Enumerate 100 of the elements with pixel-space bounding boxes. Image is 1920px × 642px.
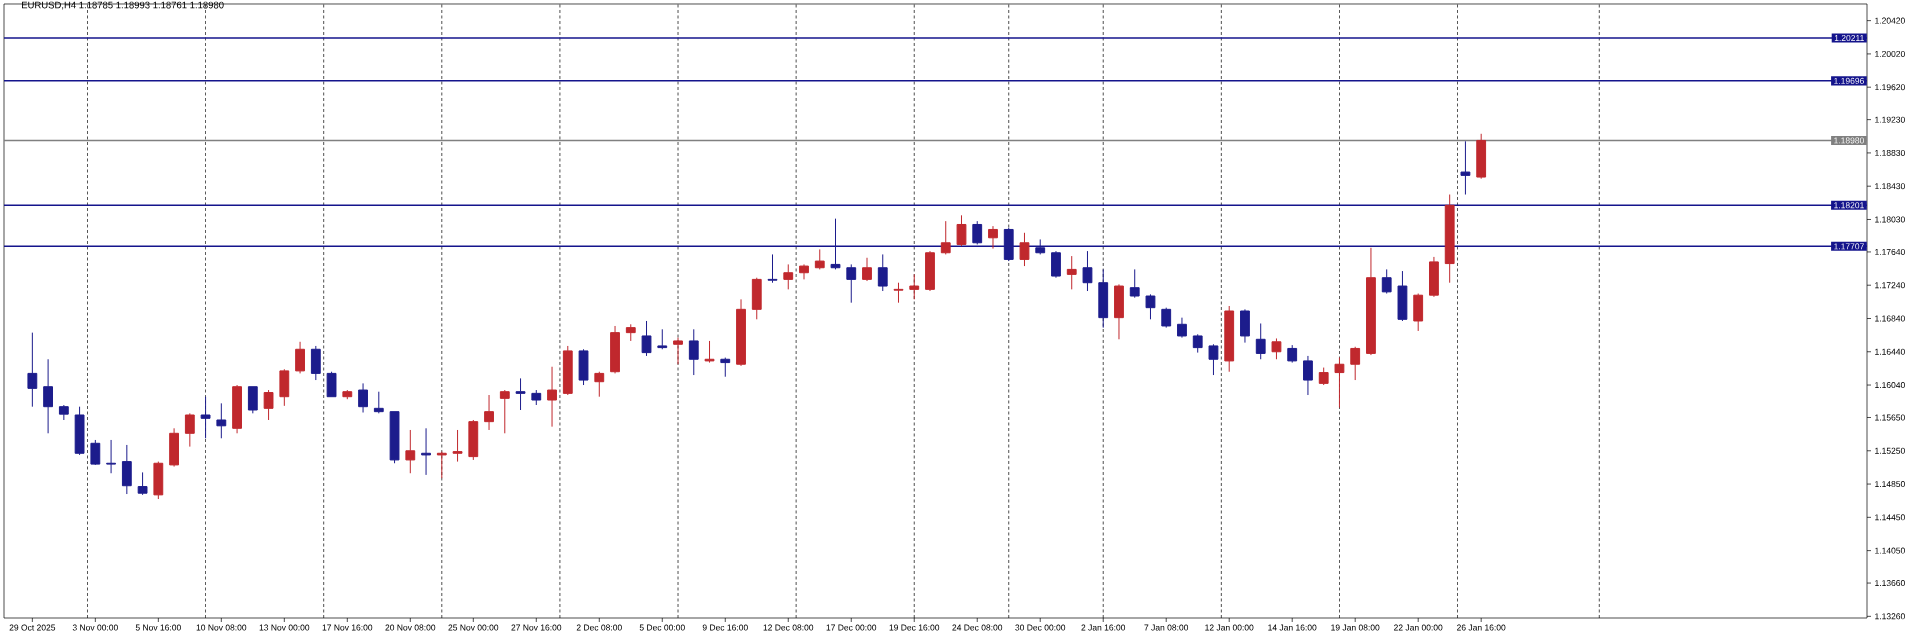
candlestick bbox=[499, 389, 510, 434]
ref-line-label: 1.20211 bbox=[1834, 35, 1864, 42]
candlestick bbox=[1397, 270, 1408, 322]
x-tick-label: 20 Nov 08:00 bbox=[385, 624, 436, 631]
y-tick-label: 1.15250 bbox=[1875, 447, 1905, 454]
candlestick bbox=[1303, 355, 1313, 396]
x-tick-label: 2 Dec 08:00 bbox=[576, 624, 622, 631]
candlestick bbox=[515, 377, 526, 411]
y-tick-label: 1.13660 bbox=[1875, 580, 1905, 587]
candlestick bbox=[405, 429, 416, 474]
candlestick bbox=[1318, 367, 1329, 386]
candlestick bbox=[484, 394, 494, 431]
y-tick-label: 1.17240 bbox=[1875, 282, 1905, 289]
candlestick bbox=[862, 257, 872, 282]
candlestick bbox=[531, 389, 542, 406]
y-tick-label: 1.18830 bbox=[1875, 149, 1905, 156]
candlestick bbox=[1381, 268, 1392, 295]
candlestick bbox=[925, 250, 935, 292]
candlestick bbox=[263, 389, 274, 421]
y-tick-label: 1.19230 bbox=[1875, 116, 1905, 123]
candlestick bbox=[1287, 344, 1298, 364]
x-tick-label: 10 Nov 08:00 bbox=[196, 624, 247, 631]
x-tick-label: 12 Jan 00:00 bbox=[1205, 624, 1254, 631]
candlestick bbox=[625, 323, 636, 342]
candlestick bbox=[1240, 308, 1250, 344]
x-tick-label: 17 Nov 16:00 bbox=[322, 624, 373, 631]
candlestick bbox=[988, 225, 998, 250]
candlestick bbox=[27, 332, 38, 408]
candlestick bbox=[1429, 256, 1439, 298]
candlestick bbox=[547, 366, 557, 428]
x-tick-label: 2 Jan 16:00 bbox=[1081, 624, 1126, 631]
y-tick-label: 1.13260 bbox=[1875, 613, 1905, 620]
candlestick bbox=[1444, 194, 1455, 284]
x-tick-label: 30 Dec 00:00 bbox=[1015, 624, 1066, 631]
candlestick bbox=[121, 444, 132, 495]
candlestick bbox=[295, 341, 305, 374]
x-tick-label: 24 Dec 08:00 bbox=[952, 624, 1003, 631]
x-tick-label: 19 Jan 08:00 bbox=[1331, 624, 1380, 631]
x-tick-label: 13 Nov 00:00 bbox=[259, 624, 310, 631]
y-tick-label: 1.14050 bbox=[1875, 547, 1905, 554]
candlestick bbox=[846, 263, 857, 304]
y-tick-label: 1.18030 bbox=[1875, 216, 1905, 223]
candlestick bbox=[767, 253, 778, 284]
y-tick-label: 1.15650 bbox=[1875, 414, 1905, 421]
x-tick-label: 12 Dec 08:00 bbox=[763, 624, 814, 631]
candlestick bbox=[43, 358, 53, 434]
candlestick bbox=[1129, 268, 1140, 299]
candlestick bbox=[688, 328, 699, 376]
x-tick-label: 19 Dec 16:00 bbox=[889, 624, 940, 631]
candlestick bbox=[641, 320, 652, 357]
candlestick bbox=[1224, 305, 1235, 373]
candlestick bbox=[877, 253, 888, 292]
candlestick bbox=[1082, 250, 1093, 292]
y-tick-label: 1.14850 bbox=[1875, 481, 1905, 488]
candlestick bbox=[200, 396, 211, 439]
x-tick-label: 27 Nov 16:00 bbox=[511, 624, 562, 631]
y-tick-label: 1.18430 bbox=[1875, 183, 1905, 190]
x-tick-label: 14 Jan 16:00 bbox=[1268, 624, 1317, 631]
ref-line-label: 1.17707 bbox=[1834, 243, 1864, 250]
candlestick bbox=[736, 298, 746, 367]
candlestick bbox=[1066, 255, 1077, 290]
candlestick bbox=[169, 427, 179, 468]
x-tick-label: 22 Jan 00:00 bbox=[1394, 624, 1443, 631]
candlestick bbox=[1271, 337, 1282, 360]
chart-title: EURUSD,H4 1.18785 1.18993 1.18761 1.18980 bbox=[22, 1, 224, 10]
candlestick bbox=[468, 419, 479, 461]
candlestick bbox=[1019, 232, 1030, 267]
candlestick bbox=[1114, 283, 1124, 340]
x-tick-label: 5 Nov 16:00 bbox=[135, 624, 181, 631]
candlestick bbox=[106, 439, 116, 474]
x-tick-label: 26 Jan 16:00 bbox=[1457, 624, 1506, 631]
candlestick bbox=[1145, 293, 1156, 320]
candlestick bbox=[137, 471, 148, 496]
y-tick-label: 1.20420 bbox=[1875, 17, 1905, 24]
candlestick bbox=[58, 404, 69, 421]
candlestick bbox=[704, 340, 715, 364]
candlestick bbox=[342, 389, 353, 400]
ref-line-label: 1.18980 bbox=[1834, 137, 1864, 144]
candlestick bbox=[279, 368, 290, 407]
ref-line-label: 1.19696 bbox=[1834, 77, 1864, 84]
candlestick bbox=[216, 402, 227, 439]
candlestick bbox=[1192, 333, 1203, 354]
candlestick bbox=[310, 345, 321, 381]
candlestick bbox=[1208, 343, 1219, 376]
y-tick-label: 1.20020 bbox=[1875, 50, 1905, 57]
candlestick bbox=[956, 214, 967, 247]
candlestick bbox=[1366, 247, 1376, 356]
y-tick-label: 1.19620 bbox=[1875, 84, 1905, 91]
candlestick bbox=[358, 382, 368, 413]
candlestick bbox=[783, 263, 794, 290]
candlestick bbox=[1177, 317, 1187, 339]
candlestick bbox=[452, 429, 463, 463]
candlestick bbox=[1255, 322, 1266, 360]
candlestick bbox=[799, 263, 809, 280]
x-tick-label: 29 Oct 2025 bbox=[9, 624, 56, 631]
candlestick bbox=[1098, 268, 1109, 329]
candlestick bbox=[562, 345, 573, 396]
candlestick bbox=[232, 384, 242, 434]
candlestick bbox=[578, 348, 589, 386]
x-tick-label: 17 Dec 00:00 bbox=[826, 624, 877, 631]
